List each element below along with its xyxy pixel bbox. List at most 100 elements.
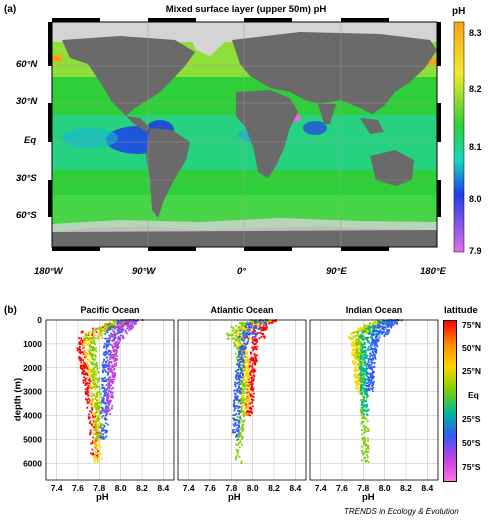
data-point	[250, 356, 253, 359]
data-point	[259, 332, 262, 334]
data-point	[357, 340, 360, 343]
data-point	[249, 414, 251, 417]
data-point	[92, 440, 94, 443]
data-point	[364, 426, 367, 429]
data-point	[82, 381, 85, 384]
data-point	[354, 354, 356, 357]
data-point	[375, 325, 378, 328]
data-point	[105, 406, 108, 409]
data-point	[236, 333, 239, 336]
data-point	[363, 369, 366, 372]
data-point	[354, 365, 357, 368]
data-point	[82, 379, 85, 382]
data-point	[371, 322, 374, 325]
data-point	[88, 422, 91, 425]
data-point	[356, 363, 359, 366]
colorbar-title: pH	[452, 6, 466, 17]
data-point	[96, 393, 99, 396]
data-point	[240, 333, 242, 335]
data-point	[356, 387, 358, 390]
data-point	[272, 319, 275, 322]
data-point	[362, 451, 364, 454]
data-point	[366, 410, 369, 412]
data-point	[370, 342, 373, 345]
data-point	[358, 377, 361, 380]
data-point	[359, 382, 362, 385]
legend-tick-75n: 75°N	[462, 320, 481, 330]
data-point	[355, 353, 358, 356]
data-point	[240, 364, 243, 367]
data-point	[91, 356, 94, 358]
data-point	[367, 408, 370, 411]
data-point	[246, 356, 249, 358]
data-point	[93, 439, 96, 441]
data-point	[241, 410, 244, 412]
data-point	[239, 383, 242, 385]
data-point	[103, 330, 106, 333]
data-point	[112, 386, 115, 389]
data-point	[361, 344, 363, 347]
data-point	[363, 356, 366, 359]
data-point	[99, 411, 102, 414]
data-point	[108, 402, 111, 405]
data-point	[239, 416, 242, 419]
data-point	[103, 388, 106, 390]
data-point	[83, 338, 86, 340]
data-point	[80, 337, 83, 340]
data-point	[236, 363, 238, 366]
data-point	[235, 435, 237, 438]
data-point	[362, 343, 365, 346]
data-point	[388, 321, 391, 324]
data-point	[368, 332, 370, 335]
data-point	[238, 366, 241, 369]
data-point	[383, 333, 386, 336]
data-point	[101, 417, 104, 420]
data-point	[238, 383, 241, 386]
data-point	[241, 397, 244, 400]
map-checker-border	[48, 18, 441, 251]
data-point	[381, 320, 383, 323]
data-point	[243, 385, 245, 388]
data-point	[82, 364, 84, 367]
data-point	[251, 401, 253, 404]
data-point	[109, 355, 112, 358]
data-point	[356, 332, 359, 334]
data-point	[244, 343, 247, 346]
data-point	[236, 346, 239, 348]
data-point	[105, 384, 108, 387]
data-point	[366, 332, 369, 335]
data-point	[110, 391, 112, 394]
data-point	[101, 380, 104, 382]
data-point	[240, 348, 243, 351]
data-point	[244, 345, 246, 348]
data-point	[114, 353, 117, 355]
data-point	[127, 322, 130, 325]
data-point	[238, 386, 240, 388]
data-point	[106, 395, 109, 398]
data-point	[268, 322, 270, 325]
data-point	[362, 420, 365, 423]
data-point	[108, 390, 111, 393]
data-point	[385, 319, 388, 322]
data-point	[233, 400, 235, 403]
data-point	[237, 409, 239, 412]
data-point	[252, 357, 255, 359]
data-point	[367, 440, 369, 442]
data-point	[371, 390, 374, 393]
lat-label-30n: 30°N	[16, 96, 38, 107]
data-point	[104, 366, 107, 369]
atlantic-x-tick: 7.6	[204, 483, 216, 493]
data-point	[91, 407, 94, 409]
data-point	[128, 326, 131, 328]
data-point	[234, 375, 237, 378]
data-point	[350, 332, 353, 335]
data-point	[362, 404, 365, 407]
data-point	[95, 384, 98, 387]
data-point	[87, 397, 90, 400]
data-point	[116, 355, 118, 357]
data-point	[362, 400, 365, 403]
data-point	[242, 377, 245, 380]
data-point	[109, 323, 112, 326]
data-point	[234, 330, 237, 333]
